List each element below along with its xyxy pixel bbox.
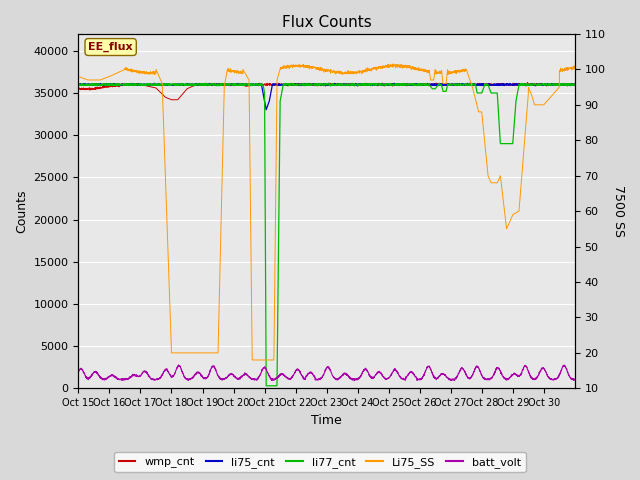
Legend: wmp_cnt, li75_cnt, li77_cnt, Li75_SS, batt_volt: wmp_cnt, li75_cnt, li77_cnt, Li75_SS, ba… [115,452,525,472]
Y-axis label: Counts: Counts [15,190,28,233]
Text: EE_flux: EE_flux [88,42,133,52]
X-axis label: Time: Time [311,414,342,427]
Title: Flux Counts: Flux Counts [282,15,371,30]
Y-axis label: 7500 SS: 7500 SS [612,185,625,237]
